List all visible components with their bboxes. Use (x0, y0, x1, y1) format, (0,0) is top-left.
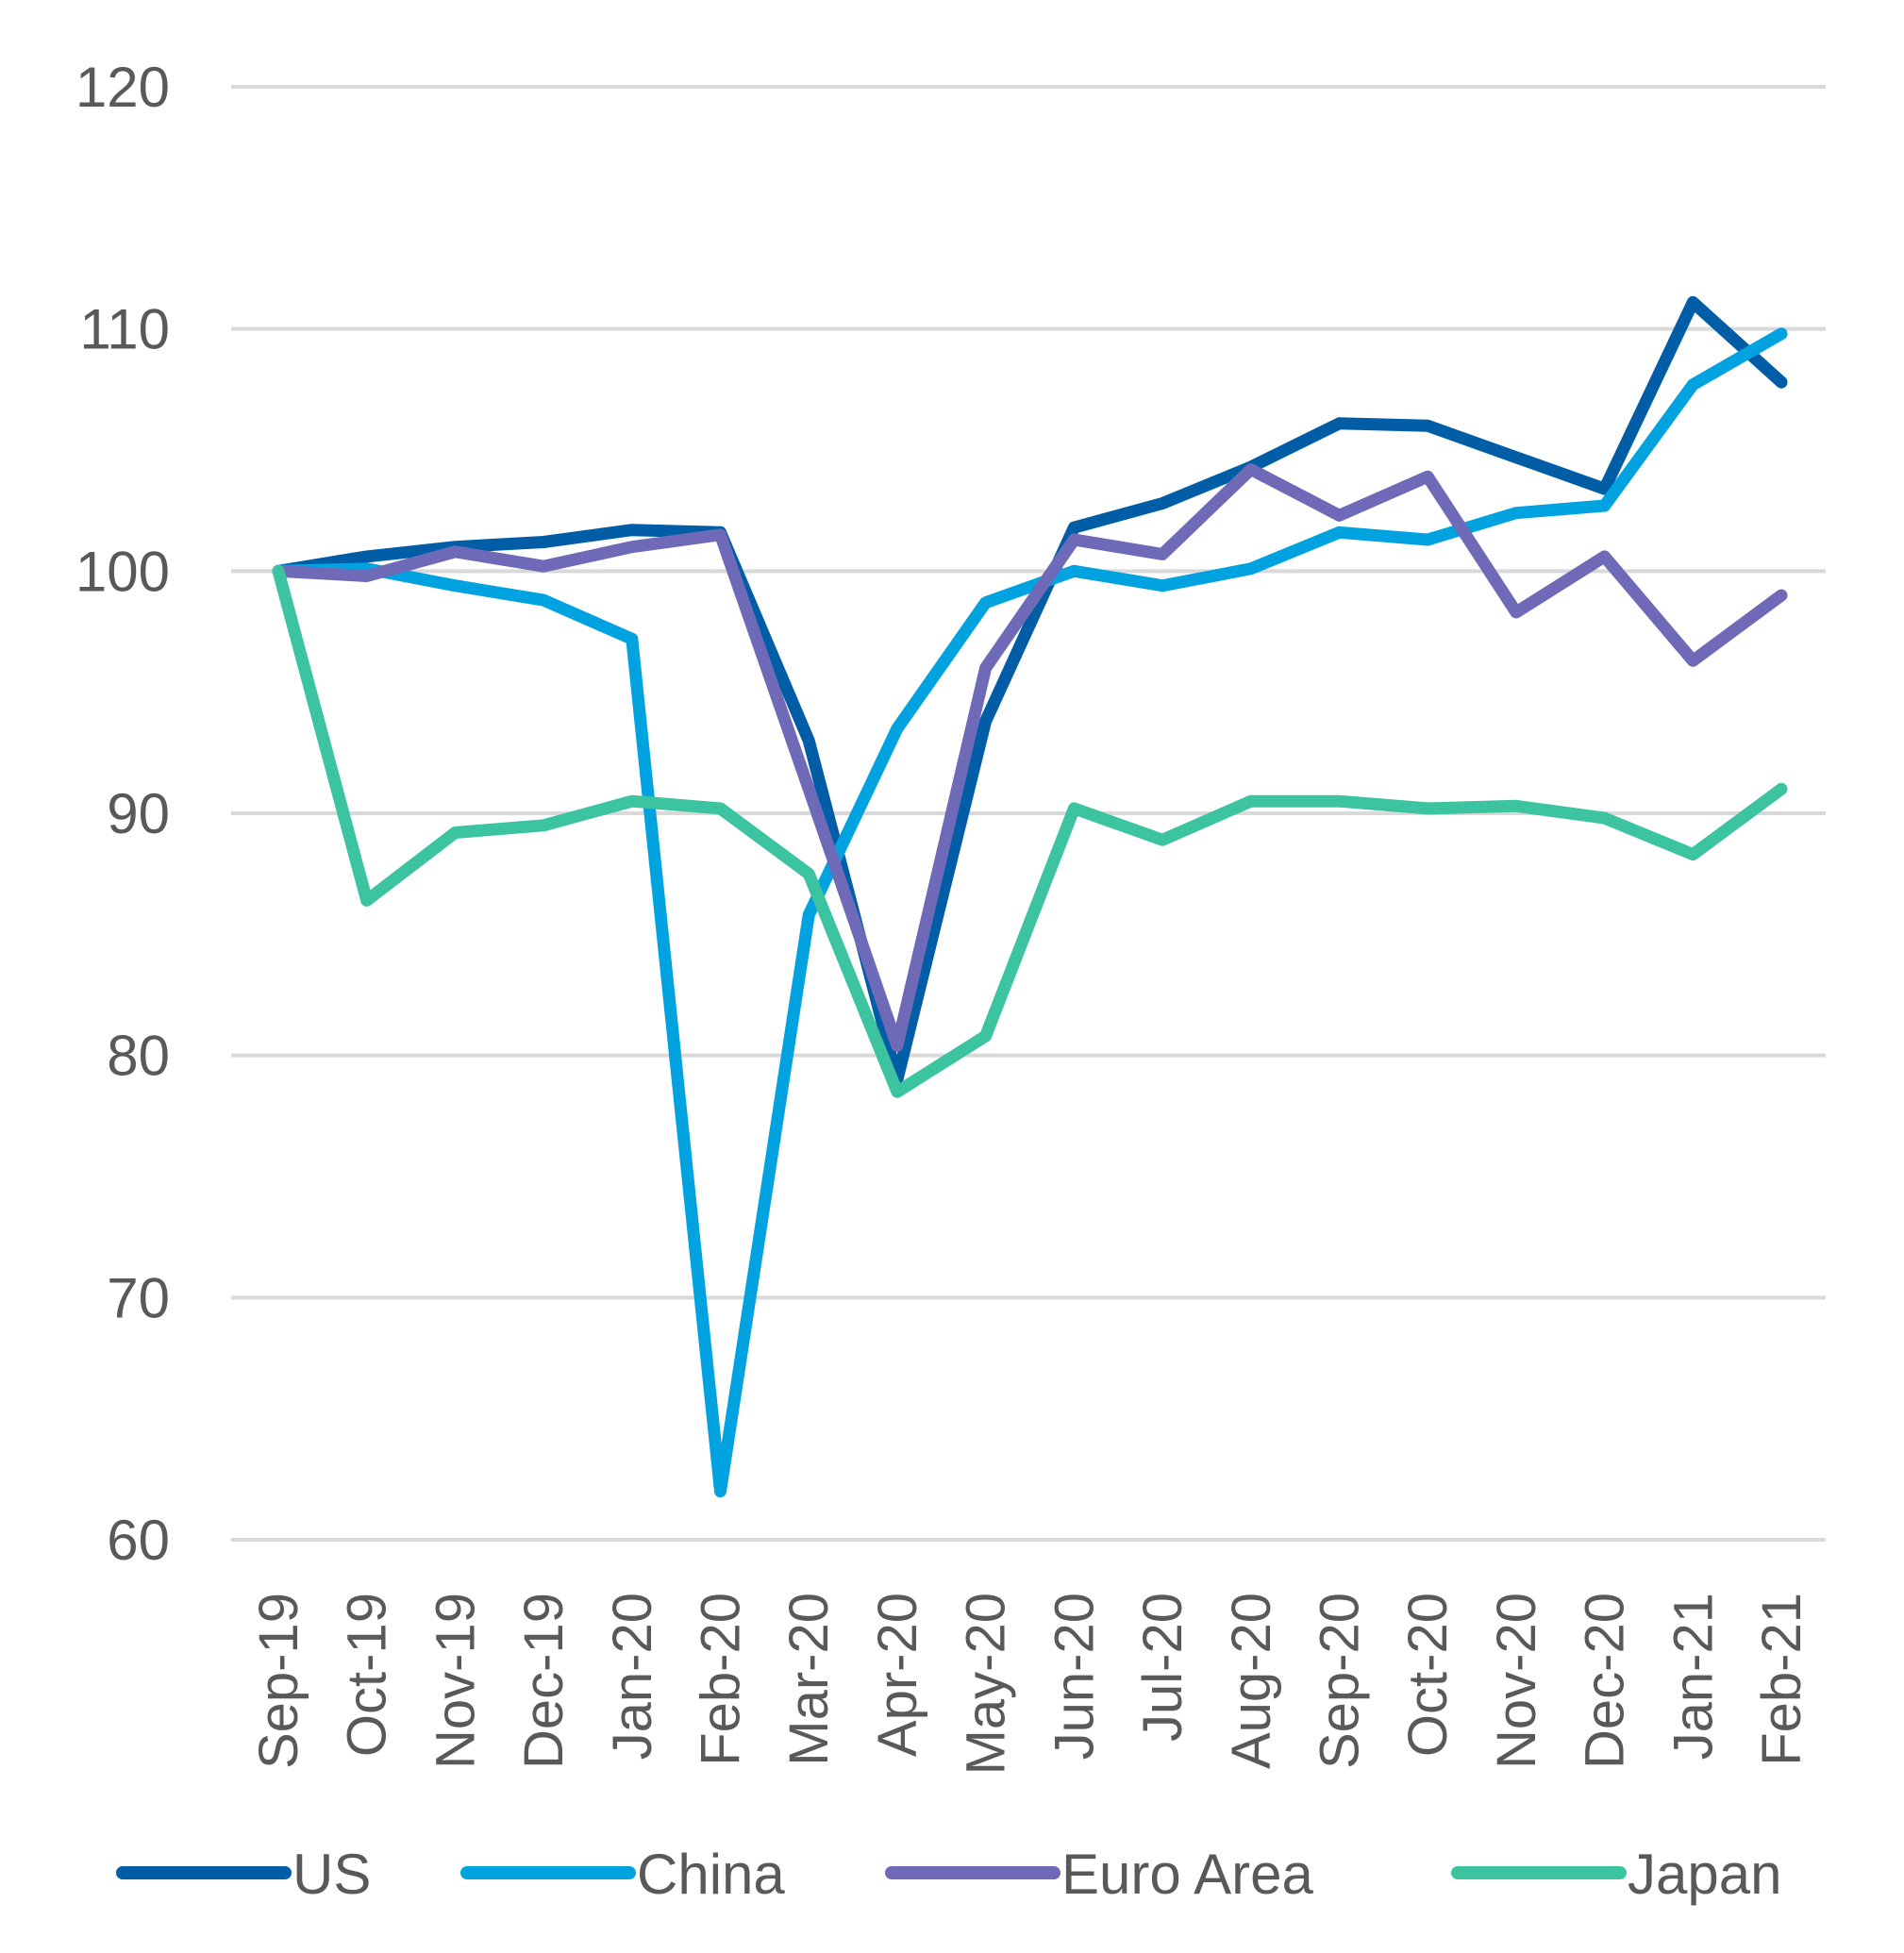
legend-label-china: China (637, 1843, 785, 1906)
x-category-label: Aug-20 (1221, 1593, 1282, 1769)
x-category-label: Dec-19 (513, 1593, 575, 1769)
y-tick-label: 100 (75, 540, 170, 603)
x-category-label: Apr-20 (867, 1593, 928, 1757)
legend-label-us: US (292, 1843, 371, 1906)
y-tick-label: 120 (75, 56, 170, 119)
x-category-label: Sep-19 (248, 1593, 309, 1769)
x-axis-category-labels: Sep-19 Oct-19 Nov-19 Dec-19 Jan-20 Feb-20 Mar-… (248, 1593, 1812, 1775)
x-category-label: Oct-19 (337, 1593, 398, 1757)
legend: US China Euro Area Japan (116, 1843, 1781, 1906)
y-tick-label: 90 (107, 782, 170, 845)
x-category-label: Jan-21 (1662, 1593, 1724, 1760)
x-category-label: Jul-20 (1132, 1593, 1194, 1742)
x-category-label: Feb-21 (1751, 1593, 1812, 1766)
x-category-label: Jun-20 (1044, 1593, 1105, 1760)
series-line-china (272, 327, 1788, 1498)
y-axis-tick-labels: 60 70 80 90 100 110 120 (75, 56, 170, 1572)
x-category-label: Nov-19 (425, 1593, 486, 1769)
x-category-label: May-20 (956, 1593, 1017, 1775)
x-category-label: Nov-20 (1486, 1593, 1547, 1769)
legend-label-japan: Japan (1628, 1843, 1781, 1906)
x-category-label: Dec-20 (1575, 1593, 1636, 1769)
x-category-label: Jan-20 (602, 1593, 663, 1760)
x-category-label: Sep-20 (1309, 1593, 1370, 1769)
legend-label-euro-area: Euro Area (1061, 1843, 1313, 1906)
gridlines (231, 85, 1826, 1542)
series-line-japan (272, 564, 1788, 1098)
x-category-label: Oct-20 (1397, 1593, 1459, 1757)
y-tick-label: 80 (107, 1025, 170, 1088)
data-series (272, 295, 1788, 1498)
x-category-label: Feb-20 (691, 1593, 752, 1766)
x-category-label: Mar-20 (778, 1593, 840, 1766)
y-tick-label: 110 (79, 298, 170, 361)
y-tick-label: 60 (107, 1509, 170, 1572)
series-line-us (272, 295, 1788, 1086)
series-line-euro-area (272, 463, 1788, 1052)
y-tick-label: 70 (107, 1266, 170, 1329)
